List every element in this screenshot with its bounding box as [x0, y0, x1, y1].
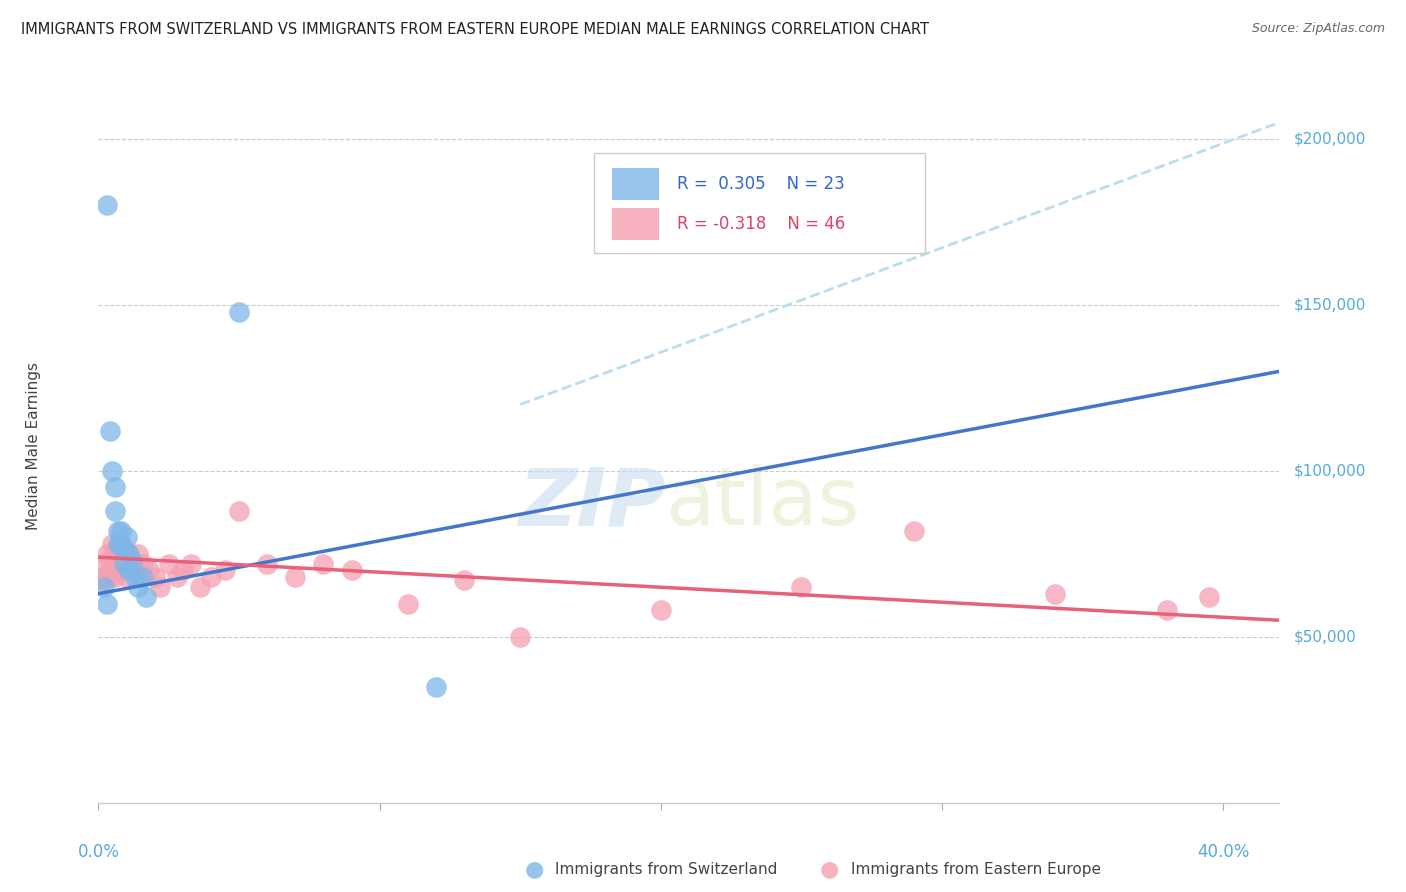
Text: $200,000: $200,000 — [1294, 131, 1367, 146]
Point — [96, 198, 118, 212]
Point — [132, 570, 155, 584]
Point — [138, 564, 160, 578]
Point — [650, 603, 672, 617]
Text: IMMIGRANTS FROM SWITZERLAND VS IMMIGRANTS FROM EASTERN EUROPE MEDIAN MALE EARNIN: IMMIGRANTS FROM SWITZERLAND VS IMMIGRANT… — [21, 22, 929, 37]
Text: R =  0.305    N = 23: R = 0.305 N = 23 — [678, 175, 845, 193]
Point — [121, 557, 143, 571]
Point — [115, 543, 138, 558]
FancyBboxPatch shape — [595, 153, 925, 253]
Text: 0.0%: 0.0% — [77, 843, 120, 861]
Point — [104, 570, 127, 584]
Point — [112, 557, 135, 571]
Point — [112, 543, 135, 558]
Text: ZIP: ZIP — [517, 464, 665, 542]
Text: Immigrants from Eastern Europe: Immigrants from Eastern Europe — [851, 863, 1101, 877]
Text: R = -0.318    N = 46: R = -0.318 N = 46 — [678, 216, 845, 234]
Text: ●: ● — [820, 860, 839, 880]
Point — [101, 464, 124, 478]
Point — [396, 597, 419, 611]
Point — [509, 630, 531, 644]
Point — [903, 524, 925, 538]
Point — [98, 570, 121, 584]
Point — [90, 570, 112, 584]
Point — [121, 553, 143, 567]
Point — [228, 504, 250, 518]
Point — [127, 547, 149, 561]
Text: Median Male Earnings: Median Male Earnings — [25, 362, 41, 530]
Bar — [612, 209, 659, 241]
Text: $100,000: $100,000 — [1294, 463, 1367, 478]
Point — [98, 424, 121, 438]
Point — [425, 680, 447, 694]
Point — [101, 564, 124, 578]
Point — [107, 524, 129, 538]
Text: Source: ZipAtlas.com: Source: ZipAtlas.com — [1251, 22, 1385, 36]
Point — [93, 580, 115, 594]
Point — [110, 524, 132, 538]
Point — [129, 570, 152, 584]
Point — [101, 537, 124, 551]
Point — [115, 570, 138, 584]
Point — [124, 570, 146, 584]
Point — [228, 304, 250, 318]
Point — [107, 557, 129, 571]
Text: 40.0%: 40.0% — [1197, 843, 1250, 861]
Point — [127, 580, 149, 594]
Text: $150,000: $150,000 — [1294, 297, 1367, 312]
Point — [143, 570, 166, 584]
Point — [110, 564, 132, 578]
Point — [790, 580, 813, 594]
Point — [200, 570, 222, 584]
Text: Immigrants from Switzerland: Immigrants from Switzerland — [555, 863, 778, 877]
Point — [1156, 603, 1178, 617]
Point — [104, 543, 127, 558]
Point — [166, 570, 188, 584]
Point — [132, 557, 155, 571]
Point — [149, 580, 172, 594]
Point — [214, 564, 236, 578]
Text: $50,000: $50,000 — [1294, 630, 1357, 644]
Point — [1043, 587, 1066, 601]
Point — [118, 550, 141, 565]
Point — [256, 557, 278, 571]
Point — [112, 550, 135, 565]
Point — [96, 597, 118, 611]
Point — [118, 564, 141, 578]
Point — [157, 557, 180, 571]
Text: atlas: atlas — [665, 464, 859, 542]
Point — [284, 570, 307, 584]
Point — [172, 564, 194, 578]
Point — [1198, 590, 1220, 604]
Point — [104, 481, 127, 495]
Point — [188, 580, 211, 594]
Point — [93, 557, 115, 571]
Point — [110, 537, 132, 551]
Point — [340, 564, 363, 578]
Point — [93, 574, 115, 588]
Point — [96, 547, 118, 561]
Point — [107, 537, 129, 551]
Point — [124, 564, 146, 578]
Point — [180, 557, 202, 571]
Bar — [612, 168, 659, 200]
Text: ●: ● — [524, 860, 544, 880]
Point — [135, 590, 157, 604]
Point — [312, 557, 335, 571]
Point — [110, 537, 132, 551]
Point — [453, 574, 475, 588]
Point — [98, 553, 121, 567]
Point — [104, 504, 127, 518]
Point — [118, 547, 141, 561]
Point — [115, 530, 138, 544]
